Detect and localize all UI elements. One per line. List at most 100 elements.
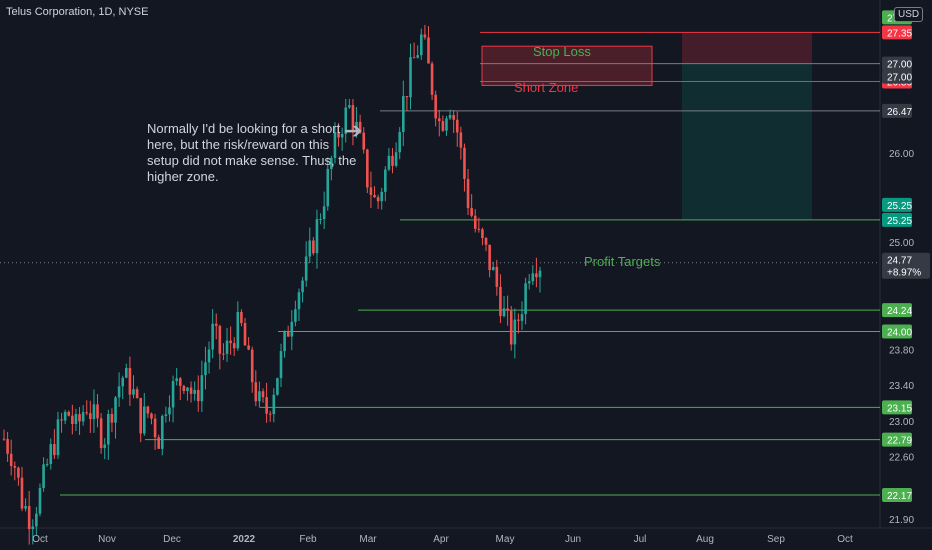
candle-body xyxy=(538,270,542,278)
candle-body xyxy=(200,375,204,402)
candle-body xyxy=(204,362,207,376)
candle-body xyxy=(455,119,459,133)
candle-body xyxy=(312,240,315,254)
candle-body xyxy=(276,378,279,395)
candle-body xyxy=(477,228,481,230)
candle-body xyxy=(535,273,538,278)
candle-body xyxy=(2,438,6,440)
x-tick-label: Oct xyxy=(837,534,853,545)
candle-body xyxy=(20,477,24,509)
candle-body xyxy=(178,378,182,386)
candle-body xyxy=(9,453,13,467)
level-badge-label: 23.15 xyxy=(887,403,912,414)
candle-body xyxy=(247,345,250,350)
currency-button[interactable]: USD xyxy=(894,7,924,22)
candle-body xyxy=(85,412,89,414)
candle-body xyxy=(484,238,488,245)
last-price-change: +8.97% xyxy=(887,268,921,279)
candle-body xyxy=(294,309,297,322)
candle-body xyxy=(416,55,419,58)
candle-body xyxy=(67,411,71,416)
candle-body xyxy=(445,118,448,131)
candle-body xyxy=(495,266,499,287)
candle-body xyxy=(466,178,470,209)
candle-body xyxy=(290,321,294,337)
candle-body xyxy=(409,57,412,98)
level-badge xyxy=(882,400,912,415)
candle-body xyxy=(250,349,254,383)
y-tick-label: 22.60 xyxy=(889,453,914,464)
candle-body xyxy=(229,340,232,344)
level-badge-label: 27.35 xyxy=(887,28,912,39)
candle-body xyxy=(99,418,103,449)
level-badge-label: 22.17 xyxy=(887,491,912,502)
candle-body xyxy=(391,155,394,166)
level-badge-label: 22.79 xyxy=(887,436,912,447)
candle-body xyxy=(430,63,434,95)
x-tick-label: Mar xyxy=(359,534,377,545)
candle-body xyxy=(402,96,405,132)
candle-body xyxy=(53,444,56,456)
candle-body xyxy=(150,413,153,419)
candle-body xyxy=(373,194,376,198)
candle-body xyxy=(330,157,333,169)
candle-body xyxy=(304,256,308,281)
candle-body xyxy=(376,197,380,202)
x-tick-label: Sep xyxy=(767,534,785,545)
candle-body xyxy=(463,147,466,179)
candle-body xyxy=(142,406,146,434)
candle-body xyxy=(520,314,524,321)
candle-body xyxy=(387,155,391,170)
arrow-right-icon: ➔ xyxy=(344,118,363,143)
candle-body xyxy=(279,351,283,379)
annotation-note: Normally I'd be looking for a short here… xyxy=(147,121,357,184)
candle-body xyxy=(168,407,171,415)
candle-body xyxy=(405,96,409,98)
candle-body xyxy=(175,378,178,382)
candle-body xyxy=(157,437,160,449)
candle-body xyxy=(380,191,384,202)
candle-body xyxy=(89,413,92,420)
candle-body xyxy=(437,118,441,122)
candle-body xyxy=(74,414,78,424)
candle-body xyxy=(394,152,398,166)
candle-body xyxy=(452,115,455,120)
candle-body xyxy=(207,349,211,363)
candle-body xyxy=(308,240,312,257)
x-tick-label: Aug xyxy=(696,534,714,545)
candle-body xyxy=(344,107,348,134)
level-badge xyxy=(882,432,912,447)
candle-body xyxy=(272,394,276,415)
candle-body xyxy=(117,386,121,398)
candle-body xyxy=(38,487,42,514)
candle-body xyxy=(182,385,186,392)
candle-body xyxy=(297,292,301,310)
candle-body xyxy=(333,132,337,158)
candle-body xyxy=(189,387,193,394)
candle-body xyxy=(42,464,45,488)
candle-body xyxy=(56,419,60,456)
stop-loss-label: Stop Loss xyxy=(533,44,591,59)
candle-body xyxy=(24,506,27,509)
candle-body xyxy=(78,414,81,422)
candle-body xyxy=(49,444,53,464)
candle-body xyxy=(509,310,513,345)
candle-body xyxy=(351,105,355,131)
candle-body xyxy=(524,283,527,315)
level-badge-label: 27.00 xyxy=(887,60,912,71)
candle-body xyxy=(261,391,265,398)
candle-body xyxy=(502,308,506,317)
x-tick-label: Oct xyxy=(32,534,48,545)
short-zone-box xyxy=(481,45,653,86)
candle-body xyxy=(326,168,330,207)
candle-body xyxy=(319,218,322,220)
x-tick-label: Feb xyxy=(299,534,317,545)
x-tick-label: May xyxy=(496,534,515,545)
candle-body xyxy=(488,244,491,271)
candle-body xyxy=(322,206,326,219)
candle-body xyxy=(419,34,423,56)
level-badge-label: 25.25 xyxy=(887,216,912,227)
x-tick-label: Jul xyxy=(634,534,647,545)
